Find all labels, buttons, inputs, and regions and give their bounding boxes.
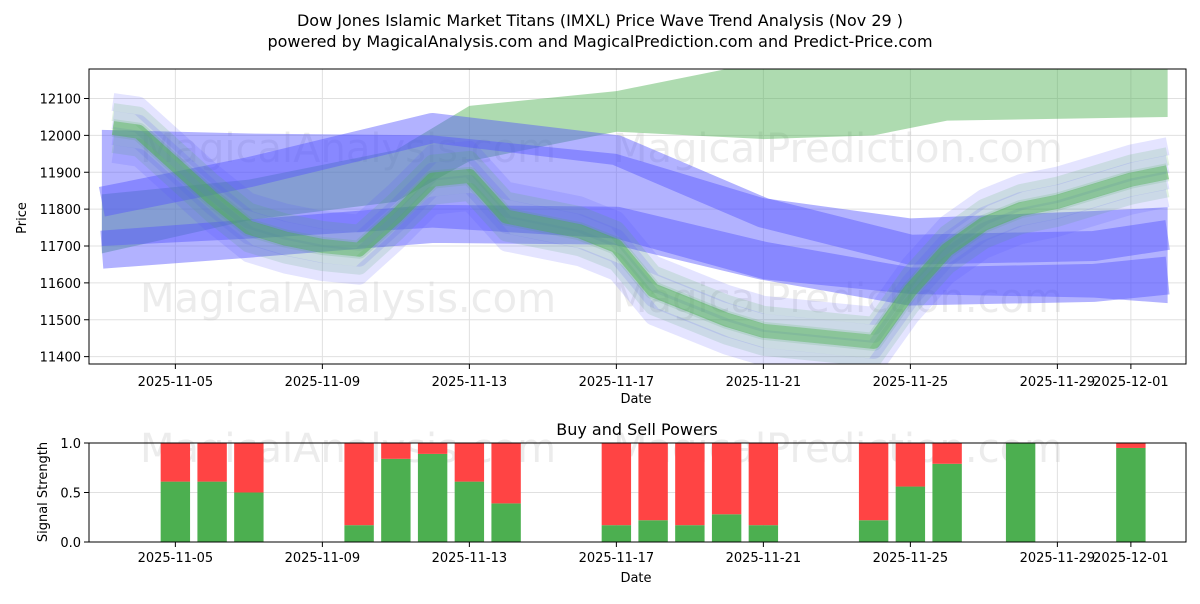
x-tick-label: 2025-12-01 bbox=[1093, 375, 1169, 390]
chart-subtitle: powered by MagicalAnalysis.com and Magic… bbox=[267, 32, 932, 51]
green-trend-band bbox=[101, 69, 1168, 254]
sell-bar bbox=[234, 443, 264, 493]
sell-bar bbox=[638, 443, 668, 521]
x-tick-label: 2025-11-13 bbox=[432, 551, 508, 566]
top-xaxis-label: Date bbox=[620, 392, 651, 407]
sell-bar bbox=[858, 443, 889, 521]
buy-bar bbox=[675, 525, 705, 542]
x-tick-label: 2025-11-17 bbox=[579, 551, 655, 566]
sell-bar bbox=[895, 443, 926, 487]
x-tick-label: 2025-11-29 bbox=[1020, 375, 1096, 390]
blue-trend-line bbox=[98, 113, 1170, 265]
sell-bar bbox=[748, 443, 779, 526]
sell-bar bbox=[1116, 443, 1146, 448]
y-tick-label: 11400 bbox=[40, 351, 81, 366]
y-tick-label: 11600 bbox=[40, 277, 81, 292]
bottom-plot-frame bbox=[88, 442, 1187, 543]
buy-bar bbox=[160, 481, 191, 542]
wave-line bbox=[111, 93, 1170, 325]
buy-bar bbox=[197, 481, 227, 542]
buy-bar bbox=[932, 463, 962, 542]
buy-bar bbox=[417, 453, 448, 542]
buy-bar bbox=[454, 481, 485, 542]
sell-bar bbox=[160, 443, 191, 482]
buy-bar bbox=[711, 514, 742, 542]
x-tick-label: 2025-11-09 bbox=[285, 551, 361, 566]
x-tick-label: 2025-11-25 bbox=[873, 551, 949, 566]
buy-bar bbox=[344, 525, 374, 542]
buy-bar bbox=[895, 486, 926, 542]
x-tick-label: 2025-11-17 bbox=[579, 375, 655, 390]
x-tick-label: 2025-11-29 bbox=[1020, 551, 1096, 566]
price-series-group bbox=[98, 69, 1170, 364]
buy-bar bbox=[638, 520, 668, 542]
x-tick-label: 2025-11-09 bbox=[285, 375, 361, 390]
x-tick-label: 2025-11-05 bbox=[138, 551, 214, 566]
wave-line bbox=[111, 103, 1170, 335]
buy-bar bbox=[1116, 447, 1146, 542]
y-tick-label: 11900 bbox=[40, 166, 81, 181]
sell-bar bbox=[197, 443, 227, 482]
top-plot-frame bbox=[88, 68, 1187, 365]
signal-plot: 0.0 0.5 1.0 2025-11-05 2025-11-09 2025-11-13 2… bbox=[60, 426, 1187, 566]
wave-line-core bbox=[111, 121, 1169, 349]
x-tick-label: 2025-11-05 bbox=[138, 375, 214, 390]
y-tick-label: 12000 bbox=[40, 129, 81, 144]
y-tick-label: 12100 bbox=[40, 93, 81, 108]
y-tick-label: 0.5 bbox=[60, 487, 81, 502]
buy-bar bbox=[858, 520, 889, 542]
wave-line bbox=[111, 135, 1170, 364]
wave-line bbox=[111, 145, 1170, 364]
sell-bar bbox=[381, 443, 411, 459]
buy-bar bbox=[234, 492, 264, 542]
sell-bar bbox=[454, 443, 485, 482]
sell-bar bbox=[601, 443, 632, 526]
sell-bar bbox=[711, 443, 742, 515]
sell-bar bbox=[491, 443, 521, 504]
bottom-chart-title: Buy and Sell Powers bbox=[556, 420, 718, 439]
y-tick-label: 11800 bbox=[40, 203, 81, 218]
y-tick-label: 1.0 bbox=[60, 437, 81, 452]
sell-bar bbox=[675, 443, 705, 526]
watermark: MagicalAnalysis.com bbox=[140, 276, 556, 322]
watermark: MagicalPrediction.com bbox=[613, 126, 1063, 172]
x-tick-label: 2025-11-25 bbox=[873, 375, 949, 390]
bottom-yaxis-label: Signal Strength bbox=[36, 442, 51, 542]
y-tick-label: 11700 bbox=[40, 240, 81, 255]
buy-bar bbox=[601, 525, 632, 542]
x-tick-label: 2025-12-01 bbox=[1093, 551, 1169, 566]
y-tick-label: 11500 bbox=[40, 314, 81, 329]
price-plot: 11400 11500 11600 11700 11800 11900 12000 12100… bbox=[40, 68, 1187, 390]
buy-bar bbox=[491, 503, 521, 542]
top-yaxis-label: Price bbox=[15, 202, 30, 234]
x-tick-label: 2025-11-21 bbox=[726, 551, 802, 566]
buy-bar bbox=[1005, 443, 1036, 542]
y-tick-label: 0.0 bbox=[60, 536, 81, 551]
sell-bar bbox=[417, 443, 448, 454]
sell-bar bbox=[932, 443, 962, 464]
buy-bar bbox=[381, 458, 411, 542]
buy-bar bbox=[748, 525, 779, 542]
x-tick-label: 2025-11-21 bbox=[726, 375, 802, 390]
x-tick-label: 2025-11-13 bbox=[432, 375, 508, 390]
bottom-xaxis-label: Date bbox=[620, 571, 651, 586]
sell-bar bbox=[344, 443, 374, 526]
blue-trend-band bbox=[101, 129, 1168, 304]
watermark: MagicalAnalysis.com bbox=[140, 126, 556, 172]
chart-title: Dow Jones Islamic Market Titans (IMXL) P… bbox=[297, 11, 903, 30]
